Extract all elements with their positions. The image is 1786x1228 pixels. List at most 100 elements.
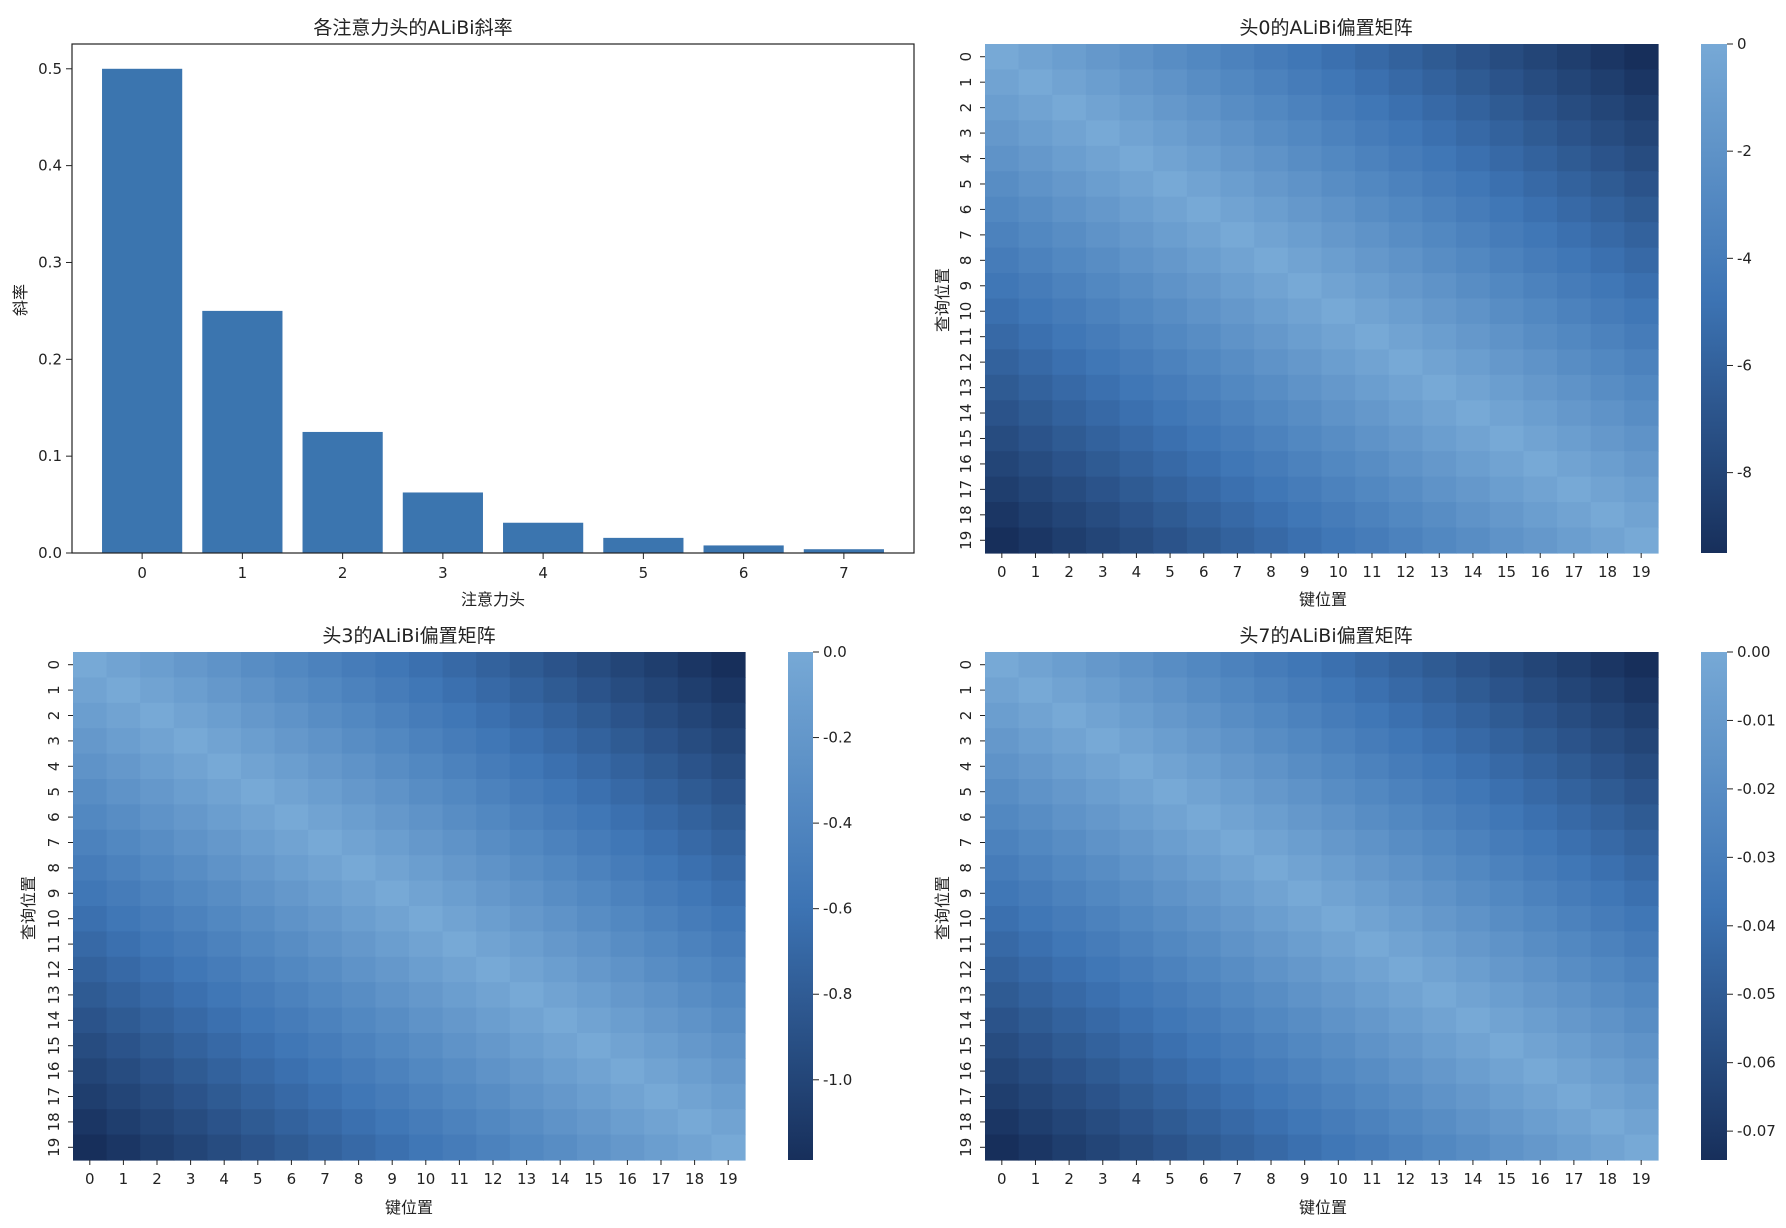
heatmap-cell: [1321, 1083, 1356, 1110]
heatmap-cell: [341, 931, 376, 958]
heatmap-cell: [1052, 451, 1087, 478]
heatmap-cell: [509, 1083, 544, 1110]
heatmap-cell: [1624, 400, 1659, 427]
heatmap-cell: [1119, 880, 1154, 907]
heatmap-cell: [1624, 702, 1659, 729]
heatmap-cell: [543, 677, 578, 704]
heatmap-cell: [985, 753, 1020, 780]
heatmap-cell: [1153, 273, 1188, 300]
x-tick-label: 18: [685, 1170, 704, 1188]
heatmap-cell: [341, 1033, 376, 1059]
heatmap-cell: [1321, 425, 1356, 452]
heatmap-cell: [711, 728, 746, 755]
heatmap-cell: [1388, 829, 1424, 856]
heatmap-cell: [1052, 1109, 1087, 1136]
heatmap-cell: [1254, 779, 1289, 805]
heatmap-cell: [1388, 349, 1424, 376]
heatmap-cell: [1018, 804, 1053, 831]
heatmap-cell: [1557, 779, 1592, 805]
heatmap-cell: [1523, 476, 1558, 503]
heatmap-head3-panel: 头3的ALiBi偏置矩阵 001122334455667788991010111…: [19, 625, 852, 1217]
heatmap-cell: [1624, 69, 1659, 96]
heatmap-cell: [207, 1134, 242, 1161]
heatmap-cell: [106, 702, 141, 729]
heatmap-cell: [1052, 1007, 1087, 1034]
heatmap-cell: [1624, 247, 1659, 274]
y-tick-label: 11: [45, 935, 63, 954]
heatmap-cell: [985, 728, 1020, 755]
heatmap-cell: [1456, 171, 1491, 198]
heatmap-cell: [1052, 880, 1087, 907]
heatmap-cell: [207, 906, 242, 932]
heatmap-cell: [1052, 1033, 1087, 1059]
x-tick-label: 12: [1396, 563, 1415, 581]
heatmap-cell: [1590, 1058, 1625, 1085]
heatmap-cell: [677, 728, 712, 755]
heatmap-cell: [173, 677, 208, 704]
heatmap-cell: [274, 956, 309, 983]
x-tick-label: 0: [997, 563, 1007, 581]
heatmap-cell: [1287, 69, 1323, 96]
x-tick-label: 6: [287, 1170, 297, 1188]
heatmap-cell: [442, 880, 477, 907]
heatmap-cell: [610, 1109, 645, 1136]
heatmap-cell: [1220, 880, 1255, 907]
heatmap-cell: [1388, 273, 1424, 300]
heatmap-cell: [1388, 222, 1424, 249]
heatmap-cell: [106, 779, 141, 805]
heatmap-cell: [509, 906, 544, 932]
heatmap-cell: [1624, 1134, 1659, 1161]
heatmap-cell: [173, 931, 208, 958]
heatmap-cell: [1220, 931, 1255, 958]
heatmap-cell: [1388, 804, 1424, 831]
heatmap-cell: [1287, 982, 1323, 1009]
heatmap-cell: [1052, 196, 1087, 223]
heatmap-cell: [1489, 273, 1524, 300]
heatmap-cell: [1422, 374, 1457, 401]
heatmap-cell: [1018, 829, 1053, 856]
heatmap-head0-ylabel: 查询位置: [933, 268, 952, 332]
heatmap-cell: [1557, 1083, 1592, 1110]
heatmap-cell: [1287, 753, 1323, 780]
y-tick-label: 18: [957, 505, 975, 524]
heatmap-cell: [1624, 1007, 1659, 1034]
heatmap-cell: [375, 1083, 410, 1110]
heatmap-cell: [73, 956, 108, 983]
heatmap-cell: [1456, 753, 1491, 780]
heatmap-head0-xlabel: 键位置: [1299, 590, 1347, 609]
y-tick-label: 2: [45, 711, 63, 721]
heatmap-cell: [1422, 145, 1457, 172]
heatmap-cell: [543, 956, 578, 983]
heatmap-cell: [1557, 956, 1592, 983]
heatmap-cell: [1388, 44, 1424, 71]
heatmap-cell: [1321, 880, 1356, 907]
heatmap-cell: [308, 1033, 343, 1059]
heatmap-cell: [985, 527, 1020, 554]
heatmap-cell: [1018, 476, 1053, 503]
heatmap-cell: [1388, 400, 1424, 427]
heatmap-cell: [476, 677, 511, 704]
heatmap-cell: [1321, 476, 1356, 503]
heatmap-cell: [476, 880, 511, 907]
heatmap-cell: [985, 804, 1020, 831]
heatmap-cell: [1388, 196, 1424, 223]
x-tick-label: 1: [1031, 1170, 1041, 1188]
heatmap-cell: [274, 906, 309, 932]
heatmap-cell: [241, 1058, 276, 1085]
heatmap-cell: [543, 1033, 578, 1059]
heatmap-cell: [1523, 1134, 1558, 1161]
heatmap-cell: [1489, 982, 1524, 1009]
heatmap-cell: [1523, 349, 1558, 376]
heatmap-cell: [106, 855, 141, 882]
heatmap-cell: [610, 982, 645, 1009]
heatmap-cell: [1523, 829, 1558, 856]
heatmap-cell: [1085, 779, 1121, 805]
heatmap-cell: [341, 829, 376, 856]
heatmap-cell: [1085, 906, 1121, 932]
heatmap-cell: [476, 1033, 511, 1059]
heatmap-cell: [1489, 94, 1524, 121]
heatmap-cell: [1119, 1083, 1154, 1110]
heatmap-cell: [1624, 779, 1659, 805]
heatmap-cell: [1321, 400, 1356, 427]
heatmap-cell: [207, 753, 242, 780]
